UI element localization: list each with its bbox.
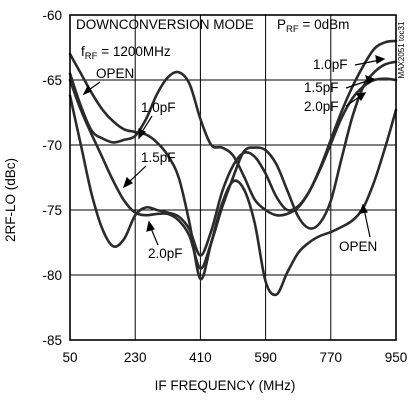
arrowhead-open-left <box>82 84 92 96</box>
y-tick-label: -65 <box>42 73 62 88</box>
arrowhead-2pf-right <box>355 92 367 102</box>
frf-annotation: fRF = 1200MHz <box>81 44 171 62</box>
series-line-20pf <box>68 77 398 257</box>
series-line-open <box>68 52 398 297</box>
y-axis-label: 2RF-LO (dBc) <box>3 158 18 242</box>
series-line-15pf <box>68 60 398 270</box>
tick-labels: 50 230 410 590 770 950 -60 -65 -70 -75 -80 -85 <box>42 8 407 365</box>
arrow-1pf-right <box>354 59 381 66</box>
label-1pf-left: 1.0pF <box>141 100 176 115</box>
grid <box>70 15 396 340</box>
plot-frame <box>69 14 397 341</box>
series-group <box>68 39 398 297</box>
label-15pf-right: 1.5pF <box>304 80 339 95</box>
arrowhead-open-right <box>359 203 368 214</box>
y-tick-label: -75 <box>42 203 62 218</box>
label-open-right: OPEN <box>339 239 377 254</box>
arrowhead-15pf-right <box>365 75 376 84</box>
prf-annotation: PRF = 0dBm <box>277 17 349 35</box>
chart-code: MAX2051 toc31 <box>397 21 406 78</box>
arrow-open-right <box>363 208 371 238</box>
mode-annotation: DOWNCONVERSION MODE <box>76 17 254 32</box>
label-2pf-left: 2.0pF <box>148 246 183 261</box>
x-tick-label: 770 <box>320 350 343 365</box>
label-2pf-right: 2.0pF <box>304 99 339 114</box>
curve-labels: OPEN 1.0pF 1.5pF 2.0pF 1.0pF 1.5pF 2.0pF… <box>96 57 377 261</box>
label-15pf-left: 1.5pF <box>141 150 176 165</box>
series-line-10pf <box>68 39 398 217</box>
x-tick-label: 410 <box>189 350 212 365</box>
arrowhead-1pf-left <box>138 128 147 140</box>
arrowhead-1pf-right <box>375 55 386 64</box>
y-tick-label: -80 <box>42 268 62 283</box>
x-tick-label: 50 <box>62 350 77 365</box>
x-axis-label: IF FREQUENCY (MHz) <box>155 378 296 393</box>
x-tick-label: 590 <box>254 350 277 365</box>
y-tick-label: -60 <box>42 8 62 23</box>
y-tick-label: -85 <box>42 333 62 348</box>
y-tick-label: -70 <box>42 138 62 153</box>
arrowhead-2pf-left <box>146 220 155 232</box>
arrowhead-15pf-left <box>122 176 134 189</box>
label-arrows <box>82 55 386 246</box>
annotations: DOWNCONVERSION MODE PRF = 0dBm fRF = 120… <box>76 17 406 78</box>
label-1pf-right: 1.0pF <box>313 57 348 72</box>
label-open-left: OPEN <box>96 66 134 81</box>
x-tick-label: 950 <box>385 350 408 365</box>
x-tick-label: 230 <box>124 350 147 365</box>
arrow-15pf-right <box>345 79 371 89</box>
